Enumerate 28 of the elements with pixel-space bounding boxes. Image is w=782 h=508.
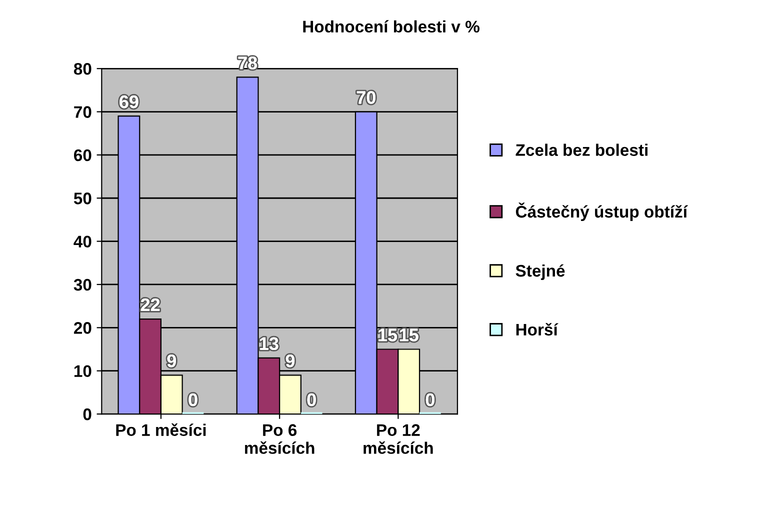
- data-label: 9: [167, 354, 176, 368]
- legend-label: Částečný ústup obtíží: [516, 202, 688, 221]
- legend-label: Zcela bez bolesti: [516, 144, 648, 156]
- data-label: 0: [426, 393, 434, 406]
- x-tick-label: Po 1 měsíci: [116, 423, 206, 436]
- chart-title: Hodnocení bolesti v %: [303, 20, 480, 33]
- y-tick-label: 20: [74, 322, 92, 334]
- y-tick-label: 0: [83, 408, 92, 420]
- y-tick-label: 60: [74, 149, 92, 162]
- y-tick-label: 50: [74, 192, 92, 204]
- y-tick-label: 80: [74, 62, 92, 75]
- legend-label: Horší: [516, 322, 558, 336]
- data-label: 15: [400, 328, 418, 342]
- data-label: 0: [188, 393, 198, 406]
- data-label: 0: [307, 393, 316, 406]
- x-tick-label: Po 6 měsících: [244, 424, 314, 454]
- y-tick-label: 30: [74, 278, 92, 291]
- data-label: 9: [286, 354, 295, 368]
- data-label: 22: [140, 298, 160, 311]
- y-tick-label: 40: [74, 236, 92, 248]
- data-label: 15: [378, 328, 398, 342]
- data-label: 69: [120, 95, 138, 108]
- y-tick-label: 10: [74, 365, 92, 378]
- data-label: 13: [260, 337, 278, 350]
- legend-label: Stejné: [516, 264, 565, 280]
- y-tick-label: 70: [74, 106, 92, 118]
- x-tick-label: Po 12 měsících: [364, 424, 433, 454]
- data-label: 70: [356, 91, 376, 104]
